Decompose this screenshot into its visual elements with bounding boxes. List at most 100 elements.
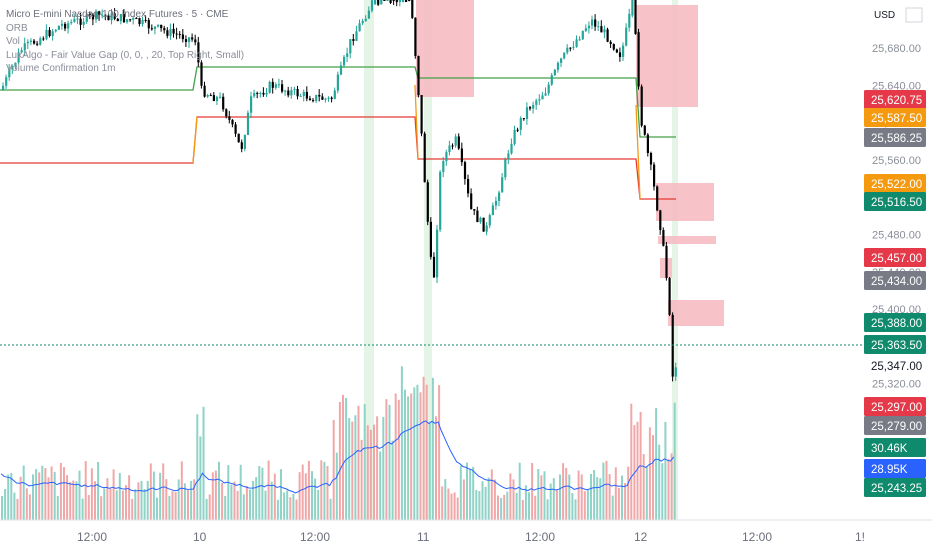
candle-body <box>377 0 380 5</box>
candle-body <box>553 69 556 76</box>
candle-body <box>522 118 525 120</box>
volume-bar <box>577 470 580 520</box>
candle-body <box>432 256 436 278</box>
candle-body <box>175 33 178 35</box>
candle-body <box>637 32 640 87</box>
candle-body <box>532 104 535 109</box>
price-label: 25,388.00 <box>871 318 922 330</box>
volume-bar <box>214 470 217 520</box>
candle-body <box>367 10 370 19</box>
volume-bar <box>410 393 413 520</box>
candle-body <box>327 97 330 99</box>
price-label-bg <box>864 248 926 267</box>
price-tick-label: 25,480.00 <box>872 230 921 242</box>
volume-bar <box>4 488 7 520</box>
volume-bar <box>156 497 158 520</box>
volume-bar <box>84 461 87 520</box>
volume-bar <box>484 486 487 520</box>
candle-body <box>95 11 98 20</box>
candle-body <box>504 159 507 178</box>
volume-bar <box>236 490 239 520</box>
orb-lines <box>0 66 676 200</box>
candle-body <box>547 84 550 94</box>
volume-bar <box>385 399 388 520</box>
indicator-legend: Micro E-mini Nasdaq-100 Index Futures · … <box>6 8 244 76</box>
candle-body <box>147 19 150 29</box>
volume-bar <box>512 479 515 520</box>
volume-bar <box>56 496 59 520</box>
candle-body <box>39 38 42 45</box>
volume-bar <box>230 484 233 520</box>
volume-bar <box>171 491 174 520</box>
price-labels: 25,620.75 25,587.50 25,586.25 25,522.00 25,5… <box>864 90 926 497</box>
volume-bar <box>407 396 410 520</box>
candle-body <box>662 229 665 246</box>
candle-body <box>132 18 135 20</box>
volume-bar <box>329 498 332 520</box>
volume-bar <box>69 482 72 520</box>
candle-body <box>163 28 166 31</box>
candle-body <box>563 52 566 59</box>
volume-bar <box>301 464 304 520</box>
time-tick-label: 12 <box>634 530 648 544</box>
volume-ma-line <box>0 420 675 494</box>
volume-bar <box>648 427 651 520</box>
candle-body <box>618 52 622 57</box>
candle-body <box>656 186 659 211</box>
candle-body <box>643 125 646 135</box>
candle-body <box>516 129 519 131</box>
volume-bar <box>165 479 168 520</box>
volume-bar <box>444 479 447 520</box>
settings-box[interactable] <box>905 7 923 23</box>
candle-body <box>122 14 126 23</box>
candle-body <box>70 21 73 24</box>
price-label: 25,516.50 <box>871 197 922 209</box>
candle-body <box>519 118 522 130</box>
volume-bar <box>391 440 394 520</box>
candle-body <box>160 24 163 29</box>
volume-bar <box>565 467 568 520</box>
candle-body <box>405 0 408 3</box>
candle-body <box>308 98 312 101</box>
candle-body <box>312 100 315 102</box>
volume-bar <box>174 492 177 520</box>
volume-bar <box>320 460 323 520</box>
candle-body <box>631 0 634 16</box>
volume-bar <box>264 490 267 520</box>
candle-body <box>606 29 609 42</box>
candle-body <box>668 278 671 315</box>
candle-body <box>414 17 417 57</box>
price-label-bg <box>864 397 926 416</box>
candle-body <box>256 92 259 94</box>
volume-bar <box>658 444 661 520</box>
candle-body <box>246 112 250 136</box>
volume-bar <box>118 472 121 520</box>
price-label-bg <box>864 174 926 193</box>
candle-body <box>259 92 262 94</box>
fvg-boxes <box>416 0 724 326</box>
volume-bar <box>44 468 47 520</box>
volume-bar <box>667 459 670 520</box>
candle-body <box>135 18 138 20</box>
volume-bar <box>624 483 627 520</box>
candle-body <box>380 0 383 5</box>
volume-bar <box>447 488 450 520</box>
candle-body <box>104 14 107 16</box>
candle-body <box>5 77 8 86</box>
candle-body <box>144 19 147 21</box>
volume-bar <box>376 416 379 520</box>
candle-body <box>485 225 488 232</box>
candle-body <box>535 100 538 105</box>
candle-body <box>184 39 188 43</box>
volume-bar <box>1 496 3 520</box>
volume-bar <box>342 394 344 520</box>
volume-bar <box>193 479 196 520</box>
fvg-box <box>636 5 698 107</box>
price-label-bg <box>864 271 926 290</box>
candle-body <box>423 133 426 183</box>
candle-body <box>470 193 473 210</box>
candle-body <box>439 171 442 230</box>
candle-body <box>364 18 367 22</box>
candle-body <box>36 43 39 45</box>
